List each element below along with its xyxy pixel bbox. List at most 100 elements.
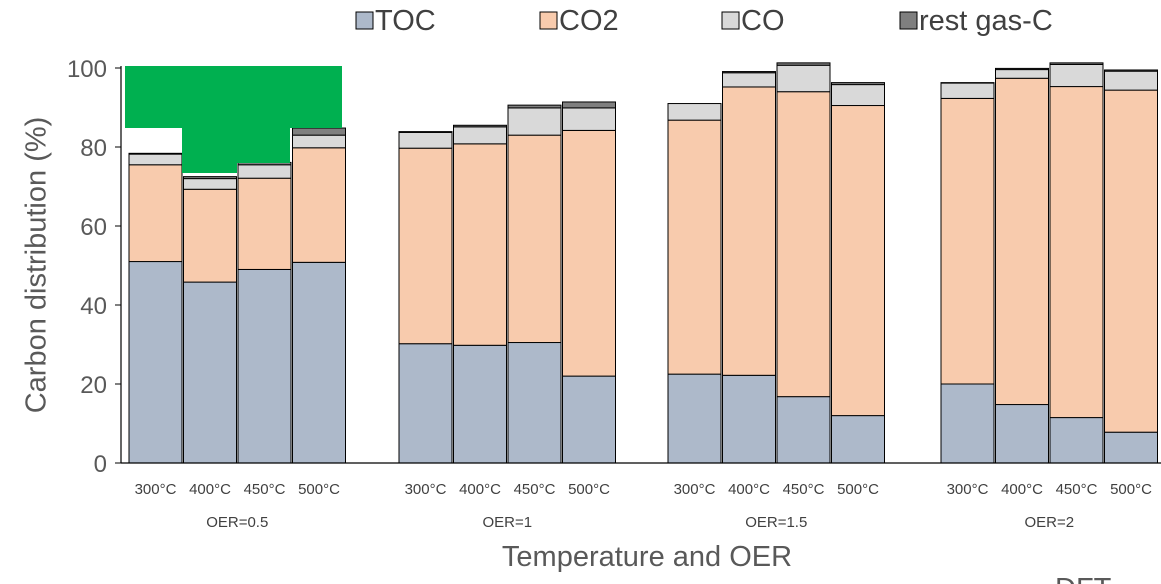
bar-segment-co bbox=[398, 131, 453, 149]
bar-segment-toc bbox=[183, 281, 237, 464]
x-tick-label: 500°C bbox=[837, 481, 879, 498]
bar-segment-rest-gas-c bbox=[292, 127, 346, 136]
legend-swatch bbox=[721, 11, 740, 30]
bar-segment-toc bbox=[292, 261, 346, 464]
bar-segment-toc bbox=[831, 415, 885, 464]
bar-segment-rest-gas-c bbox=[831, 82, 885, 86]
bar-segment-toc bbox=[722, 374, 776, 464]
bar-segment-rest-gas-c bbox=[398, 131, 453, 133]
bar-segment-rest-gas-c bbox=[722, 71, 776, 74]
group-label: OER=2 bbox=[1024, 514, 1074, 531]
legend-swatch bbox=[539, 11, 558, 30]
bar-segment-co2 bbox=[776, 91, 831, 398]
x-tick-label: 400°C bbox=[728, 481, 770, 498]
corner-text: DFT... bbox=[1055, 573, 1132, 584]
legend-swatch bbox=[355, 11, 374, 30]
legend-label: CO bbox=[741, 5, 785, 37]
bar-segment-rest-gas-c bbox=[128, 152, 183, 155]
x-tick-label: 500°C bbox=[298, 481, 340, 498]
bar-segment-co bbox=[183, 178, 237, 190]
x-tick-label: 500°C bbox=[568, 481, 610, 498]
bar-segment-toc bbox=[1104, 431, 1158, 464]
bar-segment-toc bbox=[995, 404, 1049, 464]
bar-segment-co2 bbox=[1049, 86, 1104, 419]
green-overlay-shape bbox=[125, 128, 342, 173]
bar-segment-co2 bbox=[722, 86, 776, 376]
y-tick-label: 100 bbox=[67, 56, 107, 83]
bar-segment-co2 bbox=[237, 177, 292, 270]
legend: TOC CO2 CO rest gas-C bbox=[355, 5, 1053, 37]
green-overlay-block bbox=[125, 66, 342, 128]
bar-segment-co2 bbox=[562, 129, 616, 377]
x-tick-label: 300°C bbox=[405, 481, 447, 498]
bar-segment-co bbox=[995, 69, 1049, 79]
bar-segment-co2 bbox=[292, 147, 346, 263]
bar-segment-rest-gas-c bbox=[453, 124, 507, 128]
x-tick-label: 400°C bbox=[459, 481, 501, 498]
y-tick-label: 20 bbox=[80, 372, 107, 399]
x-tick-label: 400°C bbox=[189, 481, 231, 498]
bar-segment-co2 bbox=[1104, 89, 1158, 433]
bar-segment-rest-gas-c bbox=[940, 82, 995, 84]
bar-segment-toc bbox=[237, 268, 292, 464]
legend-label: TOC bbox=[375, 5, 436, 37]
bar-segment-co bbox=[237, 164, 292, 179]
group-label: OER=1 bbox=[482, 514, 532, 531]
bar-segment-rest-gas-c bbox=[183, 176, 237, 180]
x-tick-label: 300°C bbox=[947, 481, 989, 498]
bar-segment-co bbox=[722, 72, 776, 88]
bar-segment-co bbox=[940, 82, 995, 99]
y-tick-label: 60 bbox=[80, 214, 107, 241]
bar-segment-co2 bbox=[667, 119, 722, 375]
legend-label: rest gas-C bbox=[919, 5, 1053, 37]
bar-segment-toc bbox=[453, 344, 507, 464]
x-tick-label: 300°C bbox=[135, 481, 177, 498]
bar-segment-toc bbox=[776, 396, 831, 464]
bar-segment-co bbox=[507, 107, 562, 136]
bar-segment-co bbox=[1104, 70, 1158, 91]
bar-segment-rest-gas-c bbox=[776, 62, 831, 66]
bar-segment-co2 bbox=[507, 134, 562, 344]
group-label: OER=0.5 bbox=[206, 514, 268, 531]
bar-segment-co bbox=[562, 107, 616, 131]
bar-segment-toc bbox=[128, 261, 183, 464]
bar-segment-co2 bbox=[831, 105, 885, 417]
bar-segment-toc bbox=[398, 343, 453, 464]
x-tick-label: 450°C bbox=[783, 481, 825, 498]
axes: 0 20 40 60 80 100 300°C 400°C 450°C 500°C OER=0.5 3… bbox=[67, 56, 1161, 531]
bar-segment-co bbox=[128, 153, 183, 166]
bar-segment-co bbox=[292, 134, 346, 149]
bar-segment-co bbox=[1049, 63, 1104, 88]
legend-swatch bbox=[899, 11, 918, 30]
bar-segment-co2 bbox=[453, 143, 507, 346]
bar-segment-toc bbox=[940, 383, 995, 464]
bar-segment-co bbox=[831, 84, 885, 107]
x-tick-label: 400°C bbox=[1001, 481, 1043, 498]
bar-segment-rest-gas-c bbox=[507, 104, 562, 109]
x-tick-label: 450°C bbox=[244, 481, 286, 498]
bar-segment-toc bbox=[507, 342, 562, 464]
x-tick-label: 500°C bbox=[1110, 481, 1152, 498]
bar-segment-co2 bbox=[183, 188, 237, 283]
bar-segment-co2 bbox=[128, 164, 183, 263]
bar-segment-rest-gas-c bbox=[562, 101, 616, 109]
bar-segment-co bbox=[667, 103, 722, 121]
x-tick-label: 300°C bbox=[674, 481, 716, 498]
y-tick-label: 0 bbox=[94, 451, 107, 478]
bar-segment-co2 bbox=[995, 77, 1049, 406]
y-tick-label: 40 bbox=[80, 293, 107, 320]
bar-segment-co2 bbox=[398, 147, 453, 345]
bar-segment-co bbox=[453, 126, 507, 145]
group-label: OER=1.5 bbox=[745, 514, 807, 531]
y-tick-label: 80 bbox=[80, 135, 107, 162]
bar-segment-toc bbox=[1049, 417, 1104, 464]
bar-segment-co2 bbox=[940, 97, 995, 385]
bar-segment-rest-gas-c bbox=[995, 67, 1049, 71]
bar-segment-rest-gas-c bbox=[1104, 69, 1158, 72]
legend-label: CO2 bbox=[559, 5, 619, 37]
bar-segment-toc bbox=[562, 375, 616, 464]
x-axis-title: Temperature and OER bbox=[502, 541, 792, 573]
bars bbox=[128, 62, 1158, 464]
bar-segment-rest-gas-c bbox=[1049, 62, 1104, 65]
